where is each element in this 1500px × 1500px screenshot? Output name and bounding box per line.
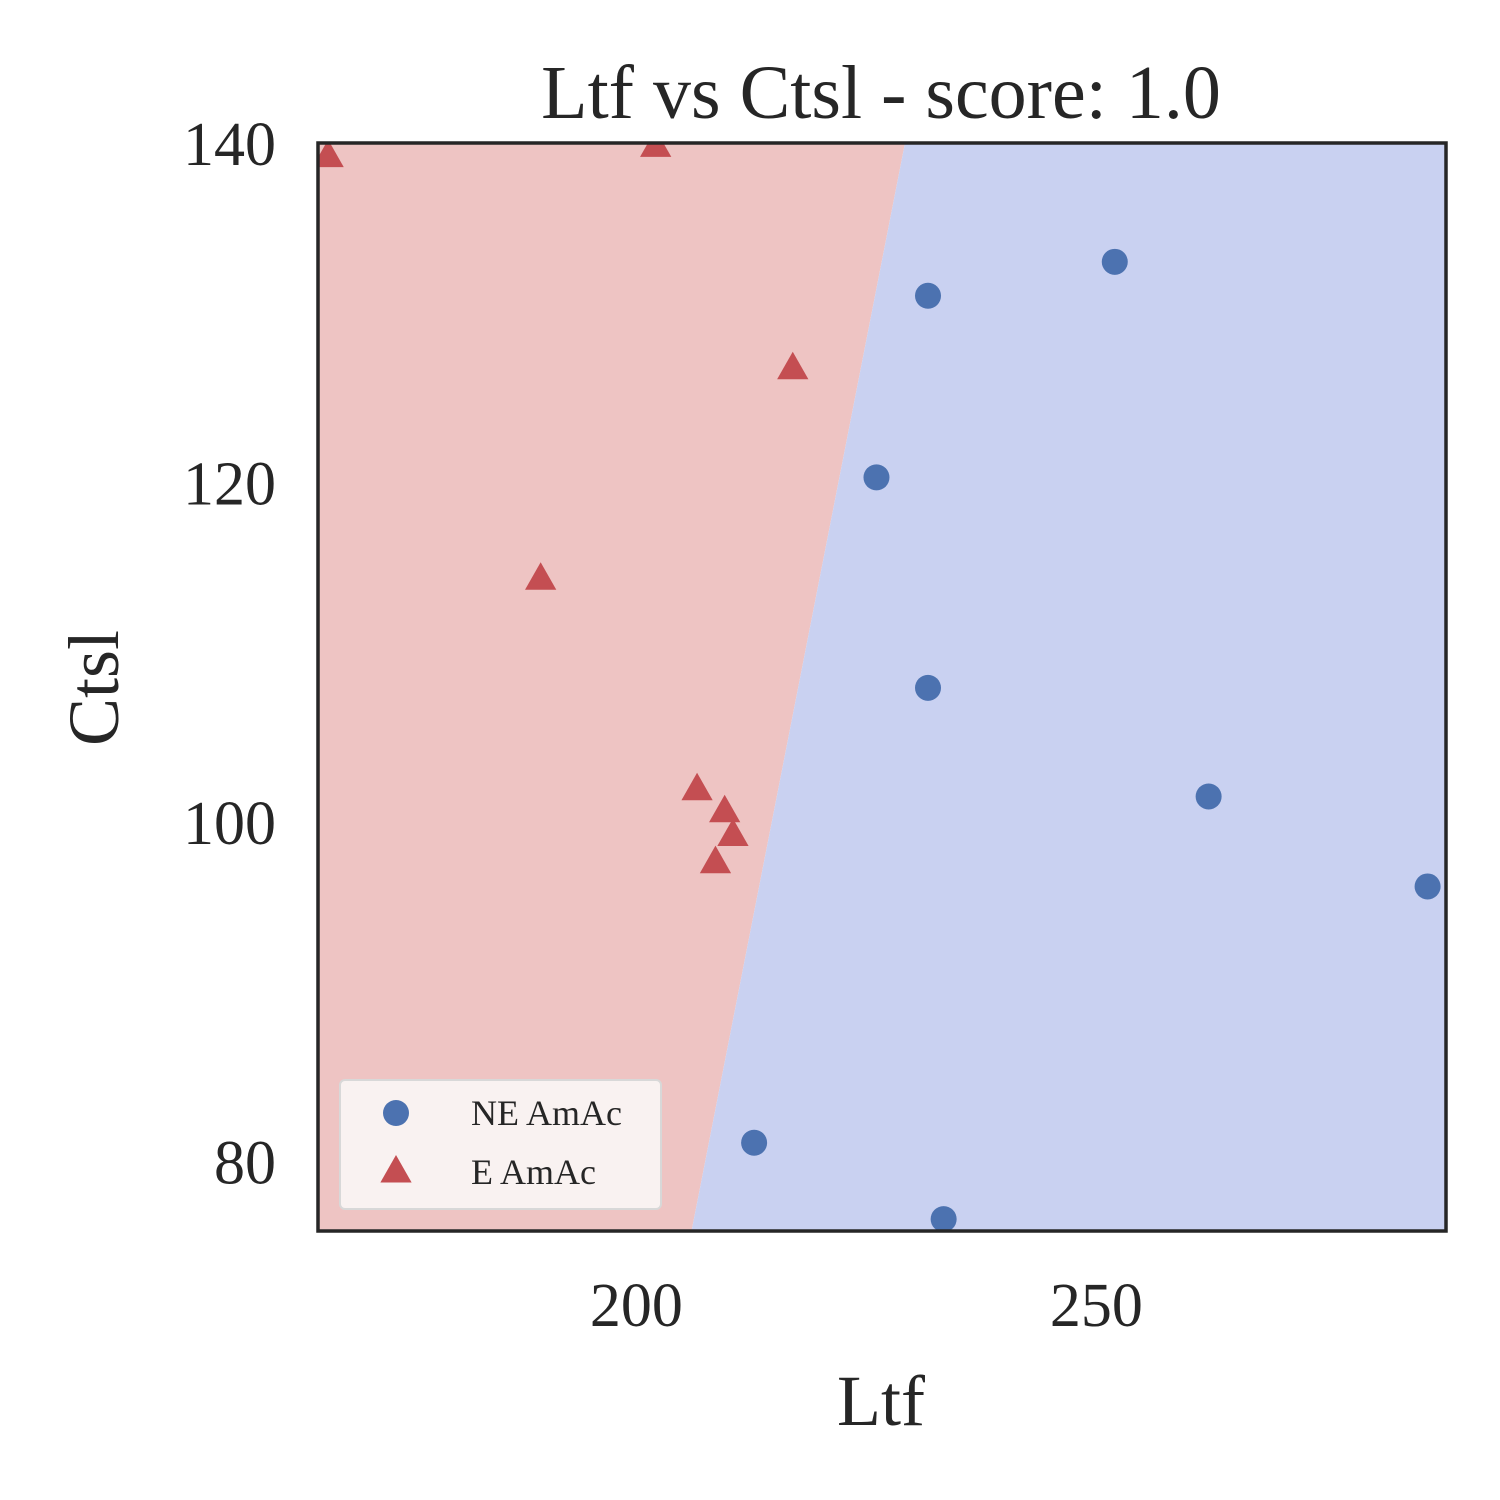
plot-frame xyxy=(316,141,1448,1233)
point-e-amac xyxy=(318,143,344,168)
point-e-amac xyxy=(525,562,557,590)
y-tick-label: 120 xyxy=(183,450,276,518)
plot-area xyxy=(316,141,1448,1233)
decision-region-ne-amac xyxy=(691,143,1446,1231)
point-ne-amac xyxy=(863,464,890,491)
x-axis-ticks: 200 250 xyxy=(590,1272,1143,1340)
y-tick-label: 140 xyxy=(183,111,276,179)
point-ne-amac xyxy=(1414,873,1441,900)
y-axis-label: Ctsl xyxy=(54,630,134,746)
chart-title: Ltf vs Ctsl - score: 1.0 xyxy=(541,51,1221,135)
y-axis-ticks: 80 100 120 140 xyxy=(183,111,276,1197)
point-e-amac xyxy=(777,351,809,380)
legend: NE AmAc E AmAc xyxy=(339,1079,662,1210)
point-e-amac xyxy=(640,143,672,157)
legend-label: E AmAc xyxy=(471,1152,596,1192)
y-tick-label: 80 xyxy=(214,1129,276,1197)
data-points xyxy=(318,143,1441,1231)
x-axis-label: Ltf xyxy=(837,1361,925,1441)
point-ne-amac xyxy=(741,1129,768,1156)
point-ne-amac xyxy=(1195,783,1222,810)
point-e-amac xyxy=(681,772,713,801)
x-tick-label: 250 xyxy=(1050,1272,1143,1340)
point-e-amac xyxy=(709,794,741,823)
legend-box xyxy=(339,1079,662,1210)
decision-region-e-amac xyxy=(318,143,906,1231)
point-ne-amac xyxy=(930,1206,957,1231)
point-ne-amac xyxy=(1101,248,1128,275)
point-ne-amac xyxy=(915,282,942,309)
point-e-amac xyxy=(717,818,749,847)
y-tick-label: 100 xyxy=(183,790,276,858)
point-ne-amac xyxy=(915,674,942,701)
legend-marker-circle xyxy=(383,1100,409,1126)
x-tick-label: 200 xyxy=(590,1272,683,1340)
legend-marker-triangle xyxy=(380,1155,412,1183)
point-e-amac xyxy=(699,845,732,874)
legend-label: NE AmAc xyxy=(471,1093,622,1133)
